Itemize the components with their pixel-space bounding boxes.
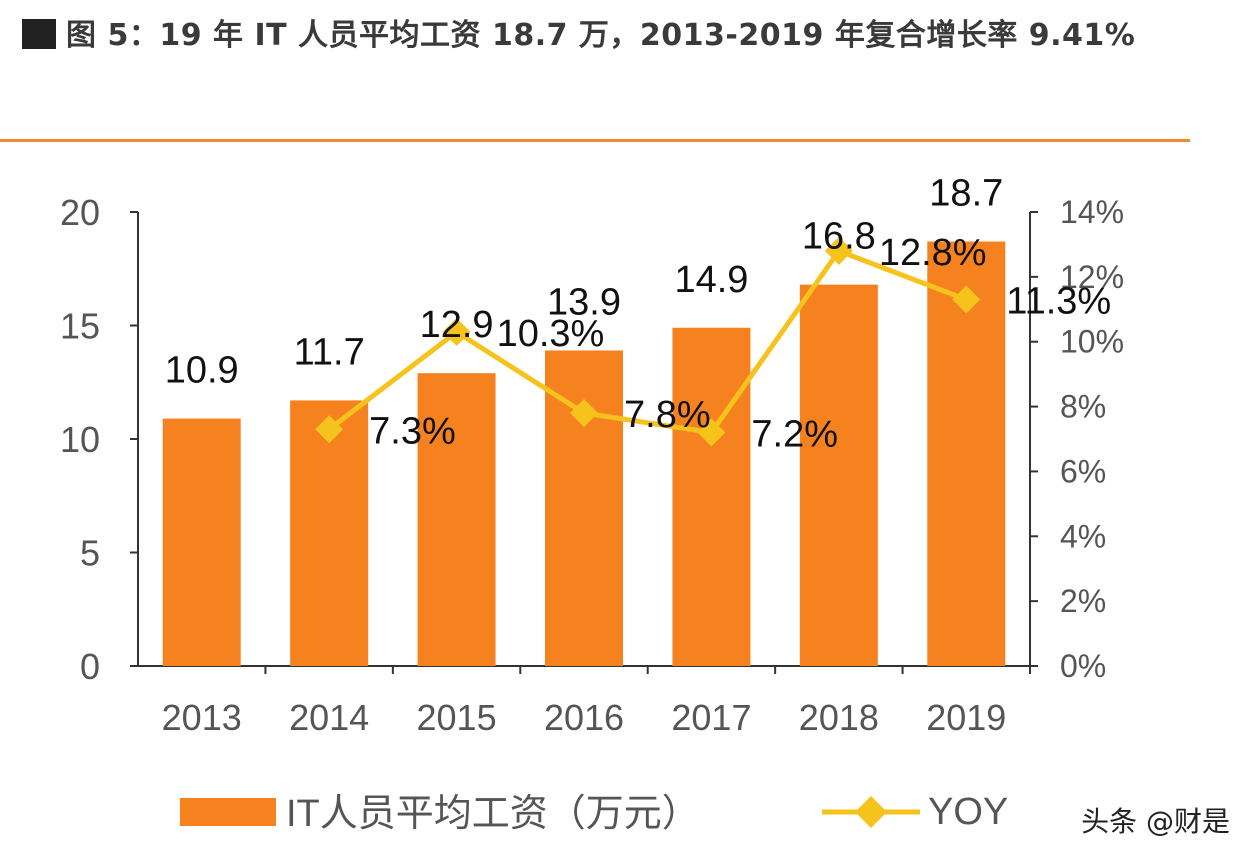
x-tick-label: 2016 bbox=[544, 697, 624, 738]
x-tick-label: 2017 bbox=[671, 697, 751, 738]
yoy-value-label: 7.8% bbox=[624, 394, 711, 436]
bar bbox=[799, 284, 878, 666]
yoy-value-label: 7.3% bbox=[369, 410, 456, 452]
legend-marker-yoy bbox=[855, 796, 887, 828]
x-tick-label: 2015 bbox=[417, 697, 497, 738]
left-tick-label: 10 bbox=[60, 419, 100, 460]
yoy-value-label: 11.3% bbox=[1006, 281, 1111, 323]
bar-value-label: 12.9 bbox=[420, 304, 494, 346]
bar-value-label: 13.9 bbox=[547, 281, 621, 323]
data-labels: 10.9 11.7 12.9 13.9 14.9 16.8 18.7 7.3% 10.3% 7.8… bbox=[165, 173, 1111, 456]
yoy-marker bbox=[952, 285, 981, 314]
bar-value-label: 14.9 bbox=[674, 259, 748, 301]
right-tick-label: 8% bbox=[1060, 389, 1106, 425]
axes: 0 5 10 15 20 0% 2% 4% 6% 8% 10% 12% 14% 2013 2014 2015 2… bbox=[60, 192, 1124, 738]
yoy-line bbox=[315, 236, 981, 447]
x-tick-label: 2014 bbox=[289, 697, 369, 738]
legend: IT人员平均工资（万元） YOY bbox=[180, 791, 1008, 835]
right-tick-label: 12% bbox=[1060, 259, 1124, 295]
yoy-value-label: 10.3% bbox=[497, 313, 605, 355]
legend-swatch-bar bbox=[180, 798, 276, 826]
yoy-marker bbox=[570, 399, 598, 428]
chart-title-text: 图 5：19 年 IT 人员平均工资 18.7 万，2013-2019 年复合增… bbox=[66, 18, 1136, 53]
bars bbox=[162, 241, 1006, 666]
yoy-marker bbox=[697, 418, 726, 447]
yoy-marker bbox=[315, 415, 344, 444]
left-tick-label: 0 bbox=[80, 646, 100, 687]
bar-value-label: 16.8 bbox=[802, 216, 876, 258]
bar bbox=[162, 418, 241, 666]
right-tick-label: 4% bbox=[1060, 518, 1106, 554]
right-tick-label: 14% bbox=[1060, 194, 1124, 230]
right-tick-label: 10% bbox=[1060, 324, 1124, 360]
x-tick-label: 2013 bbox=[162, 697, 242, 738]
yoy-marker bbox=[442, 317, 471, 346]
x-tick-label: 2019 bbox=[926, 697, 1006, 738]
x-tick-label: 2018 bbox=[799, 697, 879, 738]
legend-label-yoy: YOY bbox=[928, 791, 1008, 833]
bar-value-label: 11.7 bbox=[294, 331, 365, 373]
figure-marker bbox=[22, 19, 56, 49]
left-tick-label: 15 bbox=[60, 306, 100, 347]
chart-title: 图 5：19 年 IT 人员平均工资 18.7 万，2013-2019 年复合增… bbox=[22, 10, 1232, 60]
bar-value-label: 10.9 bbox=[165, 350, 239, 392]
title-rule bbox=[0, 139, 1190, 142]
bar bbox=[672, 327, 751, 666]
yoy-value-label: 12.8% bbox=[879, 232, 987, 274]
bar-value-label: 18.7 bbox=[929, 173, 1003, 215]
yoy-marker bbox=[824, 236, 853, 265]
yoy-value-label: 7.2% bbox=[751, 414, 838, 456]
left-tick-label: 5 bbox=[80, 533, 100, 574]
right-tick-label: 2% bbox=[1060, 583, 1106, 619]
bar bbox=[290, 400, 369, 666]
yoy-polyline bbox=[327, 247, 968, 436]
watermark: 头条 @财是 bbox=[1081, 805, 1230, 838]
left-tick-label: 20 bbox=[60, 192, 100, 233]
right-tick-label: 0% bbox=[1060, 648, 1106, 684]
legend-label-bar: IT人员平均工资（万元） bbox=[286, 793, 700, 835]
right-tick-label: 6% bbox=[1060, 453, 1106, 489]
bar bbox=[417, 373, 496, 666]
